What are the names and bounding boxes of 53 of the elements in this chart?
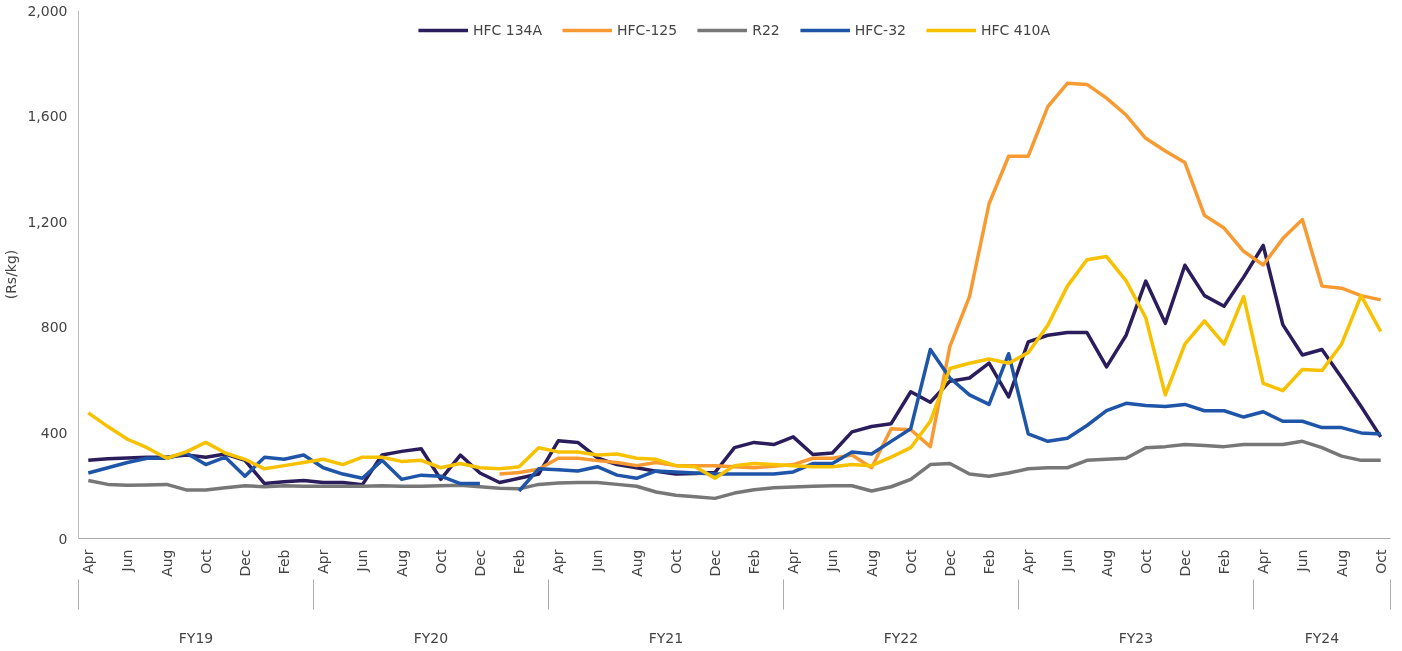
x-tick-label: Dec: [941, 549, 958, 577]
legend-label: R22: [752, 22, 780, 38]
y-tick-label: 2,000: [27, 2, 68, 19]
text: FY20: [413, 629, 449, 646]
x-tick-label: Dec: [471, 549, 488, 577]
x-tick-label: Oct: [667, 548, 684, 574]
x-tick-label: Oct: [1137, 548, 1154, 574]
x-tick-label: Aug: [1333, 549, 1350, 577]
y-tick-label: 400: [40, 424, 68, 441]
y-tick-label: 800: [40, 319, 68, 336]
x-tick-label: Dec: [706, 549, 723, 577]
y-axis-title: (Rs/kg): [3, 249, 20, 300]
x-tick-label: Aug: [1098, 549, 1115, 577]
x-tick-label: Jun: [1059, 549, 1076, 573]
x-tick-label: Apr: [80, 549, 97, 574]
text: FY21: [648, 629, 684, 646]
text: FY23: [1118, 629, 1154, 646]
x-tick-label: Apr: [785, 549, 802, 574]
x-tick-label: Jun: [1294, 549, 1311, 573]
x-tick-label: Feb: [981, 549, 998, 575]
x-tick-label: Apr: [1255, 549, 1272, 574]
x-tick-label: Aug: [393, 549, 410, 577]
x-tick-label: Oct: [197, 548, 214, 574]
legend-label: HFC-125: [617, 22, 678, 38]
y-tick-label: 1,200: [27, 213, 68, 230]
x-tick-label: Feb: [1216, 549, 1233, 575]
x-tick-label: Apr: [315, 549, 332, 574]
y-tick-label: 1,600: [27, 108, 68, 125]
x-tick-label: Dec: [236, 549, 253, 577]
x-tick-label: Feb: [511, 549, 528, 575]
x-tick-label: Jun: [824, 549, 841, 573]
x-tick-label: Oct: [1372, 548, 1389, 574]
x-tick-label: Aug: [863, 549, 880, 577]
line-series: [86, 439, 1383, 501]
x-tick-label: Apr: [550, 549, 567, 574]
x-tick-label: Jun: [354, 549, 371, 573]
legend-label: HFC-32: [854, 22, 906, 38]
x-tick-label: Jun: [589, 549, 606, 573]
y-tick-label: 0: [58, 530, 68, 547]
legend-label: HFC 410A: [980, 22, 1051, 38]
x-tick-label: Oct: [432, 548, 449, 574]
x-tick-label: Aug: [628, 549, 645, 577]
x-tick-label: Apr: [1020, 549, 1037, 574]
x-tick-label: Jun: [119, 549, 136, 573]
text: FY24: [1304, 629, 1340, 646]
x-tick-label: Aug: [158, 549, 175, 577]
x-tick-label: Feb: [746, 549, 763, 575]
x-tick-label: Dec: [1176, 549, 1193, 577]
text: FY22: [883, 629, 919, 646]
legend-label: HFC 134A: [472, 22, 543, 38]
text: FY19: [178, 629, 214, 646]
x-tick-label: Oct: [902, 548, 919, 574]
x-tick-label: Feb: [276, 549, 293, 575]
